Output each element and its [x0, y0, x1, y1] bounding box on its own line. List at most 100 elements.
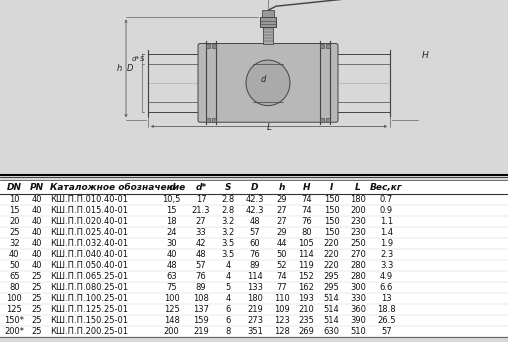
Text: 74: 74 — [301, 206, 311, 215]
Text: 40: 40 — [32, 206, 42, 215]
Text: 152: 152 — [298, 272, 314, 281]
Text: D: D — [127, 64, 133, 73]
Text: 75: 75 — [166, 283, 177, 292]
Text: 24: 24 — [167, 228, 177, 237]
Text: КШ.П.П.050.40-01: КШ.П.П.050.40-01 — [50, 261, 128, 270]
Bar — [206, 43, 210, 48]
Bar — [0, 227, 508, 238]
Text: 52: 52 — [277, 261, 287, 270]
Text: 300: 300 — [350, 283, 366, 292]
Text: 80: 80 — [9, 283, 19, 292]
Text: 1.4: 1.4 — [380, 228, 393, 237]
Text: 27: 27 — [196, 217, 206, 226]
Text: 48: 48 — [196, 250, 206, 259]
Bar — [0, 249, 508, 260]
Text: 0.7: 0.7 — [380, 195, 393, 204]
Text: 2.3: 2.3 — [380, 250, 393, 259]
Bar — [0, 194, 508, 205]
Bar — [0, 293, 508, 304]
Text: 180: 180 — [247, 294, 263, 303]
Text: 514: 514 — [324, 294, 339, 303]
Text: 270: 270 — [350, 250, 366, 259]
Text: 29: 29 — [277, 195, 287, 204]
Text: 76: 76 — [249, 250, 261, 259]
Text: КШ.П.П.040.40-01: КШ.П.П.040.40-01 — [50, 250, 128, 259]
Bar — [0, 326, 508, 337]
Text: 108: 108 — [193, 294, 209, 303]
Text: 25: 25 — [32, 305, 42, 314]
Text: D: D — [251, 183, 259, 192]
Text: 40: 40 — [32, 228, 42, 237]
Bar — [206, 118, 210, 122]
Bar — [0, 304, 508, 315]
Text: 89: 89 — [249, 261, 260, 270]
Bar — [326, 43, 330, 48]
Bar — [0, 180, 508, 194]
Text: 295: 295 — [324, 283, 339, 292]
Text: 330: 330 — [350, 294, 366, 303]
Bar — [0, 315, 508, 326]
Text: 1.9: 1.9 — [380, 239, 393, 248]
Text: 125: 125 — [6, 305, 22, 314]
Text: 137: 137 — [193, 305, 209, 314]
Text: 630: 630 — [324, 327, 340, 336]
Text: S: S — [225, 183, 231, 192]
Text: 65: 65 — [9, 272, 19, 281]
Text: 48: 48 — [166, 261, 177, 270]
Text: 57: 57 — [381, 327, 392, 336]
Text: 18: 18 — [166, 217, 177, 226]
Text: 280: 280 — [350, 261, 366, 270]
Text: 32: 32 — [9, 239, 19, 248]
Text: 150: 150 — [324, 228, 339, 237]
Text: 25: 25 — [32, 327, 42, 336]
Text: 40: 40 — [32, 195, 42, 204]
Text: 210: 210 — [298, 305, 314, 314]
Text: 8: 8 — [226, 327, 231, 336]
Text: 4: 4 — [226, 294, 231, 303]
Bar — [0, 205, 508, 216]
Text: PN: PN — [30, 183, 44, 192]
Text: L: L — [267, 122, 271, 132]
Text: h: h — [117, 64, 122, 73]
Text: 6: 6 — [226, 305, 231, 314]
Text: Вес,кг: Вес,кг — [370, 183, 403, 192]
Text: 150: 150 — [324, 206, 339, 215]
Text: 162: 162 — [298, 283, 314, 292]
Text: 269: 269 — [298, 327, 314, 336]
Bar — [0, 260, 508, 271]
Text: 40: 40 — [32, 239, 42, 248]
Bar — [260, 16, 276, 27]
Text: 150: 150 — [324, 217, 339, 226]
FancyBboxPatch shape — [198, 43, 338, 122]
Text: 13: 13 — [381, 294, 392, 303]
Text: 193: 193 — [298, 294, 314, 303]
Text: I: I — [330, 183, 333, 192]
Text: 3.2: 3.2 — [221, 217, 235, 226]
Text: 159: 159 — [193, 316, 209, 325]
Text: 219: 219 — [247, 305, 263, 314]
Text: 76: 76 — [301, 217, 312, 226]
Text: 18.8: 18.8 — [377, 305, 396, 314]
Text: КШ.П.П.010.40-01: КШ.П.П.010.40-01 — [50, 195, 128, 204]
Text: d: d — [169, 183, 175, 192]
Text: 180: 180 — [350, 195, 366, 204]
Text: 100: 100 — [164, 294, 179, 303]
Text: 220: 220 — [324, 239, 339, 248]
Bar — [0, 238, 508, 249]
Text: 280: 280 — [350, 272, 366, 281]
Text: 514: 514 — [324, 305, 339, 314]
Text: КШ.П.П.100.25-01: КШ.П.П.100.25-01 — [50, 294, 128, 303]
Text: Каталожное обозначение: Каталожное обозначение — [50, 183, 185, 192]
Text: h: h — [279, 183, 285, 192]
Text: 17: 17 — [196, 195, 206, 204]
Text: 57: 57 — [249, 228, 260, 237]
Text: 63: 63 — [166, 272, 177, 281]
Text: 133: 133 — [247, 283, 263, 292]
Text: 360: 360 — [350, 305, 366, 314]
Text: 10,5: 10,5 — [163, 195, 181, 204]
Text: 148: 148 — [164, 316, 180, 325]
Bar — [262, 10, 274, 16]
Text: 351: 351 — [247, 327, 263, 336]
Text: 1.1: 1.1 — [380, 217, 393, 226]
Text: КШ.П.П.020.40-01: КШ.П.П.020.40-01 — [50, 217, 128, 226]
